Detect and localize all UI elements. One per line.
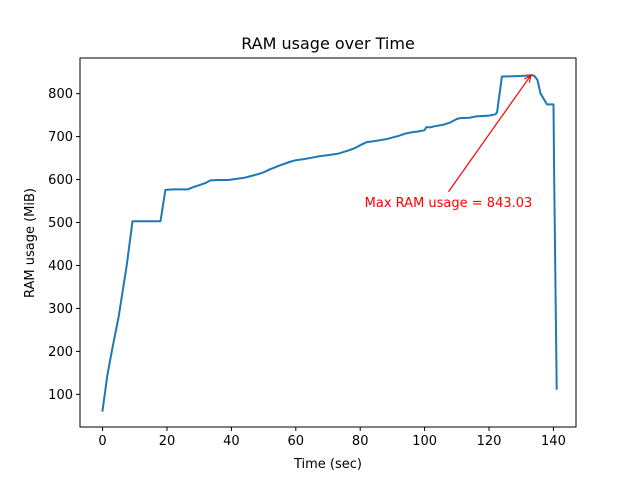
y-tick-label-300: 300 (48, 302, 73, 317)
y-tick-label-200: 200 (48, 345, 73, 360)
x-tick-label-60: 60 (288, 434, 305, 449)
x-tick-label-40: 40 (223, 434, 240, 449)
x-tick-label-20: 20 (159, 434, 176, 449)
annotation-arrow-head (524, 73, 532, 83)
series-line-0 (101, 74, 558, 412)
y-tick-label-400: 400 (48, 259, 73, 274)
x-axis-label: Time (sec) (293, 457, 362, 472)
y-tick-label-600: 600 (48, 173, 73, 188)
y-tick-label-100: 100 (48, 388, 73, 403)
chart-title: RAM usage over Time (241, 34, 415, 53)
annotation: Max RAM usage = 843.03 (365, 73, 533, 211)
y-axis-label: RAM usage (MiB) (23, 188, 38, 298)
x-tick-label-120: 120 (477, 434, 502, 449)
x-tick-label-140: 140 (541, 434, 566, 449)
max-ram-annotation: Max RAM usage = 843.03 (365, 196, 533, 211)
y-tick-label-500: 500 (48, 216, 73, 231)
annotation-arrow-line (447, 74, 532, 193)
plot-frame (79, 57, 577, 428)
x-tick-label-100: 100 (412, 434, 437, 449)
x-tick-label-0: 0 (98, 434, 106, 449)
x-tick-label-80: 80 (352, 434, 369, 449)
y-tick-label-800: 800 (48, 87, 73, 102)
plot-area (79, 57, 577, 428)
axis-ticks: 0 20 40 60 80 100 120 140 100 200 300 400 500 600 700 8… (48, 87, 566, 449)
y-tick-label-700: 700 (48, 130, 73, 145)
